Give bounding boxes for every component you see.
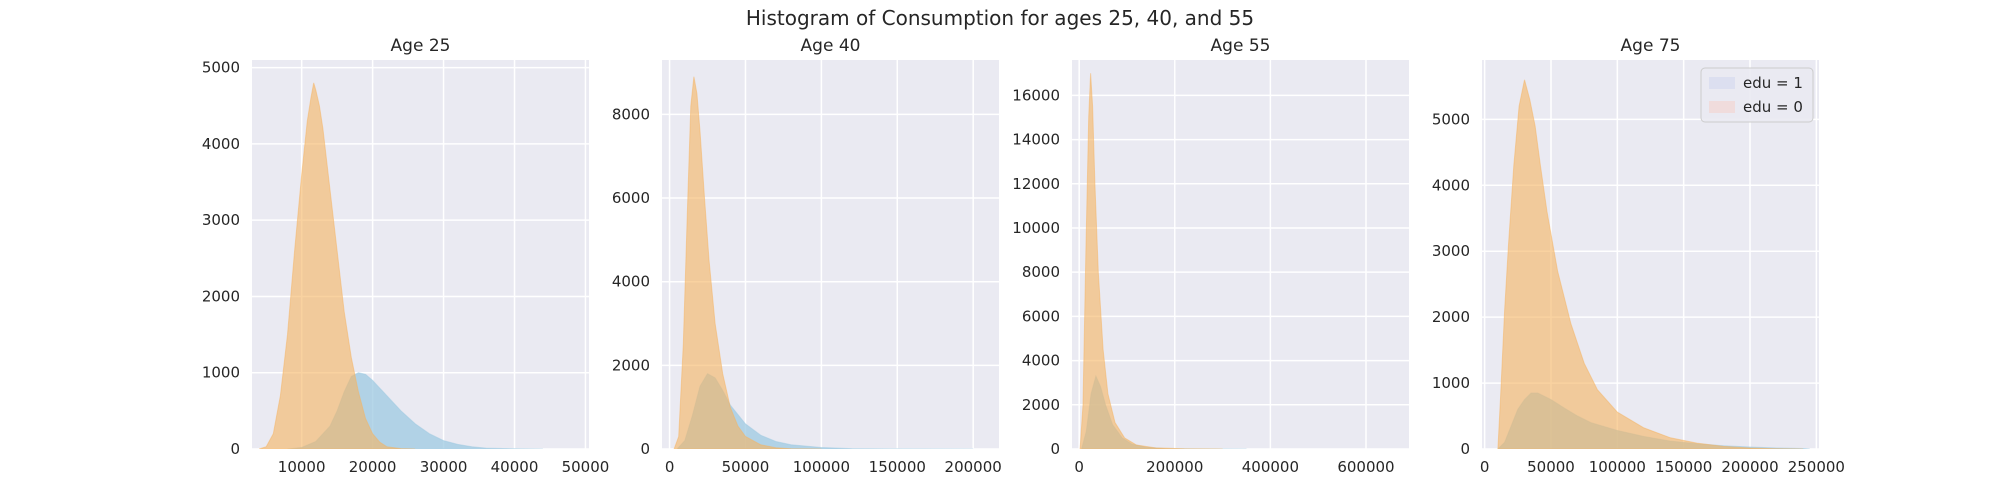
x-tick-label: 50000 bbox=[562, 458, 610, 476]
y-tick-label: 6000 bbox=[612, 189, 650, 207]
y-tick-label: 10000 bbox=[1012, 219, 1060, 237]
y-tick-label: 8000 bbox=[612, 105, 650, 123]
x-tick-label: 250000 bbox=[1788, 458, 1845, 476]
y-tick-label: 8000 bbox=[1022, 263, 1060, 281]
figure-title: Histogram of Consumption for ages 25, 40… bbox=[746, 6, 1254, 30]
x-tick-label: 400000 bbox=[1242, 458, 1299, 476]
y-tick-label: 2000 bbox=[202, 287, 240, 305]
histogram-series-edu-0 bbox=[673, 76, 822, 449]
y-tick-label: 4000 bbox=[1432, 176, 1470, 194]
panel-title: Age 55 bbox=[1211, 36, 1271, 56]
histogram-series-edu-0 bbox=[258, 82, 416, 449]
x-tick-label: 30000 bbox=[420, 458, 468, 476]
legend-label: edu = 1 bbox=[1743, 74, 1803, 92]
legend-swatch bbox=[1709, 77, 1735, 89]
panel-title: Age 40 bbox=[801, 36, 861, 56]
panel-age-25: 10000 20000 30000 40000 50000 0 1000 2000 3000 40… bbox=[202, 36, 609, 476]
x-tick-label: 150000 bbox=[1655, 458, 1712, 476]
panel-age-75: 0 50000 100000 150000 200000 250000 0 1000 2000 3… bbox=[1432, 36, 1845, 476]
y-tick-label: 2000 bbox=[1022, 396, 1060, 414]
x-tick-label: 20000 bbox=[349, 458, 397, 476]
x-tick-label: 100000 bbox=[1589, 458, 1646, 476]
x-tick-label: 40000 bbox=[491, 458, 539, 476]
y-tick-label: 4000 bbox=[612, 273, 650, 291]
x-tick-label: 200000 bbox=[1146, 458, 1203, 476]
x-tick-label: 0 bbox=[665, 458, 675, 476]
y-tick-label: 1000 bbox=[1432, 374, 1470, 392]
x-tick-label: 200000 bbox=[1721, 458, 1778, 476]
y-tick-label: 16000 bbox=[1012, 86, 1060, 104]
y-tick-label: 3000 bbox=[202, 211, 240, 229]
y-tick-label: 12000 bbox=[1012, 175, 1060, 193]
panel-title: Age 75 bbox=[1621, 36, 1681, 56]
y-tick-label: 0 bbox=[640, 440, 650, 458]
x-tick-label: 0 bbox=[1480, 458, 1490, 476]
y-tick-label: 0 bbox=[1460, 440, 1470, 458]
y-tick-label: 3000 bbox=[1432, 242, 1470, 260]
panels-container: 10000 20000 30000 40000 50000010002000300040… bbox=[202, 36, 1845, 476]
x-tick-label: 100000 bbox=[793, 458, 850, 476]
y-tick-label: 5000 bbox=[1432, 110, 1470, 128]
x-tick-label: 200000 bbox=[945, 458, 1002, 476]
y-tick-label: 14000 bbox=[1012, 131, 1060, 149]
y-tick-label: 0 bbox=[1050, 440, 1060, 458]
y-tick-label: 4000 bbox=[1022, 352, 1060, 370]
panel-age-40: 0 50000 100000 150000 200000 0 2000 4000 6000 800… bbox=[612, 36, 1002, 476]
y-tick-label: 1000 bbox=[202, 364, 240, 382]
y-tick-label: 2000 bbox=[612, 356, 650, 374]
x-tick-label: 50000 bbox=[722, 458, 770, 476]
x-tick-label: 50000 bbox=[1527, 458, 1575, 476]
x-tick-label: 0 bbox=[1074, 458, 1084, 476]
y-tick-label: 0 bbox=[230, 440, 240, 458]
histogram-series-edu-0 bbox=[1079, 73, 1223, 449]
plot-background bbox=[1072, 60, 1409, 449]
y-tick-label: 2000 bbox=[1432, 308, 1470, 326]
legend-swatch bbox=[1709, 101, 1735, 113]
y-tick-label: 6000 bbox=[1022, 307, 1060, 325]
x-tick-label: 150000 bbox=[869, 458, 926, 476]
panel-title: Age 25 bbox=[391, 36, 451, 56]
legend-label: edu = 0 bbox=[1743, 98, 1803, 116]
histogram-series-edu-0 bbox=[1497, 79, 1804, 449]
legend: edu = 1 edu = 0 bbox=[1700, 67, 1814, 123]
panel-age-55: 0 200000 400000 600000 0 2000 4000 6000 8000 1000… bbox=[1012, 36, 1409, 476]
x-tick-label: 600000 bbox=[1337, 458, 1394, 476]
x-tick-label: 10000 bbox=[278, 458, 326, 476]
y-tick-label: 4000 bbox=[202, 135, 240, 153]
y-tick-label: 5000 bbox=[202, 59, 240, 77]
